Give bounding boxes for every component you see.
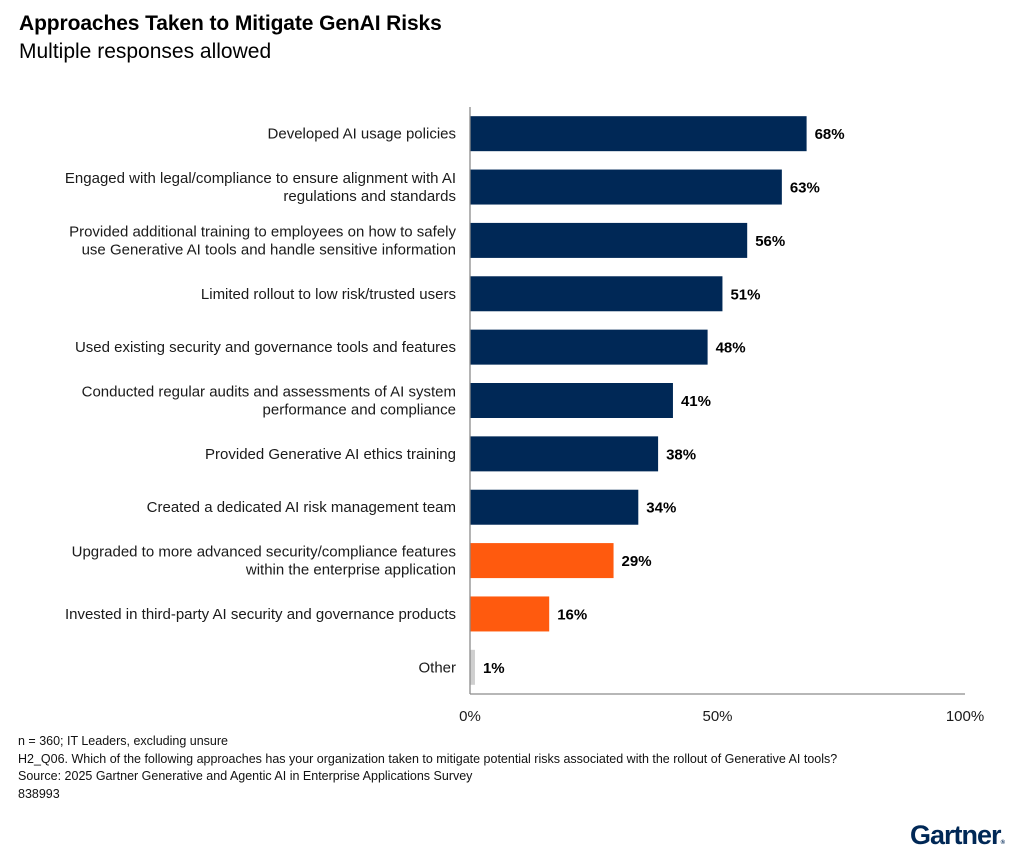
x-tick-label: 0% [459, 708, 481, 725]
category-label: within the enterprise application [245, 562, 456, 579]
value-label: 48% [716, 340, 746, 357]
gartner-logo: Gartner® [910, 820, 1005, 851]
footnote-id: 838993 [18, 786, 60, 801]
x-tick-label: 50% [702, 708, 732, 725]
footnote-sample: n = 360; IT Leaders, excluding unsure [18, 734, 228, 748]
category-label: Created a dedicated AI risk management t… [147, 499, 456, 516]
value-label: 51% [730, 286, 760, 303]
bar [470, 436, 659, 472]
category-label: Conducted regular audits and assessments… [82, 384, 456, 401]
chart-subtitle: Multiple responses allowed [19, 40, 272, 63]
category-label: Other [418, 659, 456, 676]
category-label: performance and compliance [263, 402, 456, 419]
bar [470, 543, 614, 579]
category-label: Engaged with legal/compliance to ensure … [65, 170, 456, 187]
logo-text: Gartner [910, 820, 1002, 850]
value-label: 41% [681, 393, 711, 410]
bar [470, 276, 723, 312]
chart-title: Approaches Taken to Mitigate GenAI Risks [19, 12, 442, 35]
bar [470, 596, 550, 632]
category-label: Upgraded to more advanced security/compl… [72, 544, 456, 561]
bars-group [470, 116, 807, 685]
category-label: Used existing security and governance to… [75, 339, 456, 356]
value-label: 1% [483, 660, 505, 677]
registered-mark: ® [1000, 840, 1005, 846]
x-tick-label: 100% [946, 708, 984, 725]
category-label: use Generative AI tools and handle sensi… [82, 241, 456, 258]
bar [470, 489, 639, 525]
bar [470, 383, 673, 418]
x-tick-labels-group: 0% 50% 100% [459, 708, 984, 725]
value-label: 38% [666, 446, 696, 463]
category-label: Developed AI usage policies [268, 126, 456, 143]
value-label: 68% [815, 126, 845, 143]
bar [470, 649, 475, 685]
category-label: Provided Generative AI ethics training [205, 446, 456, 463]
value-labels-group: 68% 63% 56% 51% 48% 41% 38% 34% 29% 16% 1% [483, 126, 845, 677]
value-label: 56% [755, 233, 785, 250]
value-label: 29% [622, 553, 652, 570]
footnotes: n = 360; IT Leaders, excluding unsure H2… [18, 733, 837, 803]
category-labels-group: Developed AI usage policies Engaged with … [65, 126, 457, 677]
footnote-source: Source: 2025 Gartner Generative and Agen… [18, 769, 473, 783]
bar-chart: Developed AI usage policies Engaged with … [65, 107, 984, 725]
bar [470, 329, 708, 365]
value-label: 16% [557, 606, 587, 623]
bar [470, 222, 748, 258]
category-label: Limited rollout to low risk/trusted user… [201, 286, 456, 303]
footnote-question: H2_Q06. Which of the following approache… [18, 751, 838, 766]
value-label: 34% [646, 500, 676, 517]
category-label: regulations and standards [283, 188, 456, 205]
category-label: Provided additional training to employee… [69, 223, 456, 240]
value-label: 63% [790, 180, 820, 197]
category-label: Invested in third-party AI security and … [65, 606, 456, 623]
bar [470, 116, 807, 152]
bar [470, 169, 782, 205]
